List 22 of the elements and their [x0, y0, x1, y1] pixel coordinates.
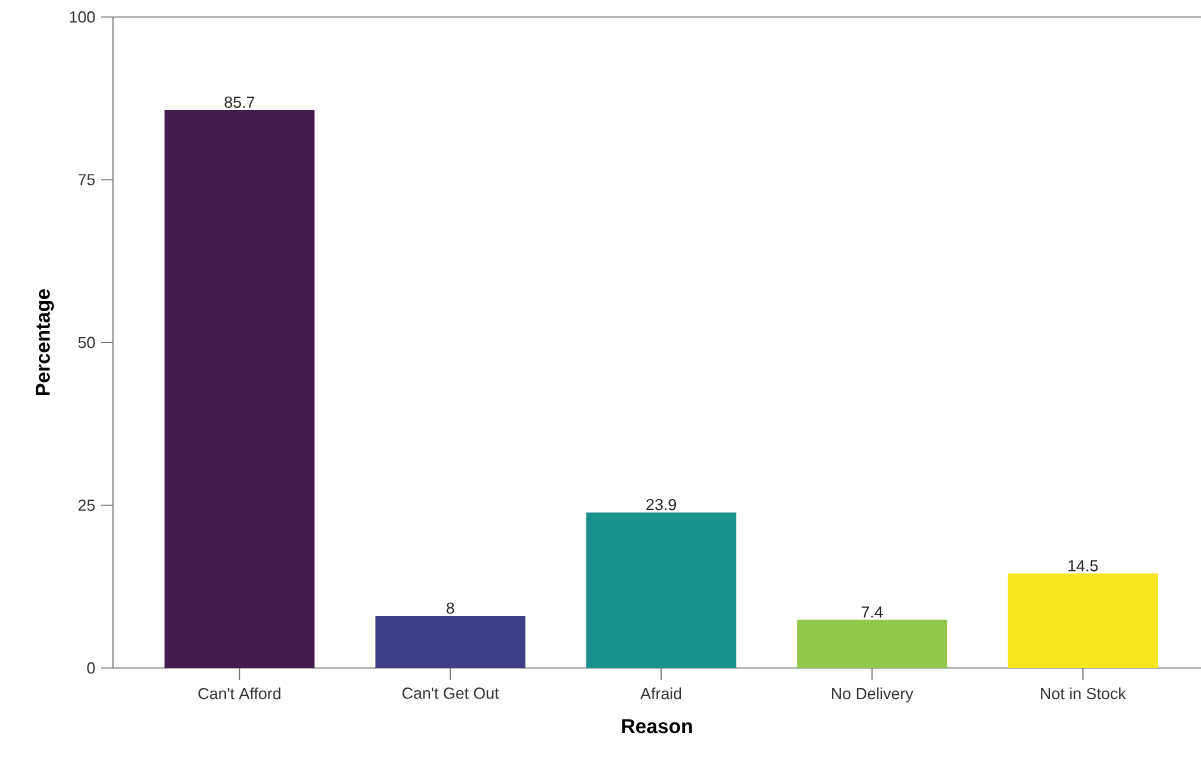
bar [586, 512, 737, 668]
x-tick-label: No Delivery [832, 687, 914, 703]
y-tick-label: 25 [78, 499, 95, 511]
y-tick-label: 100 [70, 11, 95, 23]
y-tick-label: 0 [87, 662, 95, 674]
x-axis-title: Reason [622, 719, 692, 734]
y-tick-label: 50 [78, 336, 95, 349]
data-label: 85.7 [224, 96, 255, 108]
bar [375, 615, 526, 668]
y-axis-title: Percentage [35, 289, 54, 396]
bar [1007, 573, 1158, 668]
x-tick-label: Afraid [640, 687, 682, 700]
data-label: 8 [446, 602, 455, 614]
x-tick-label: Can't Afford [198, 687, 281, 700]
bar [797, 619, 948, 668]
y-tick-label: 75 [78, 174, 95, 186]
data-label: 23.9 [646, 498, 677, 511]
data-label: 14.5 [1068, 560, 1098, 572]
x-tick-label: Can't Get Out [402, 687, 499, 699]
x-tick-label: Not in Stock [1041, 687, 1127, 700]
bar [164, 110, 315, 668]
data-label: 7.4 [861, 606, 883, 618]
